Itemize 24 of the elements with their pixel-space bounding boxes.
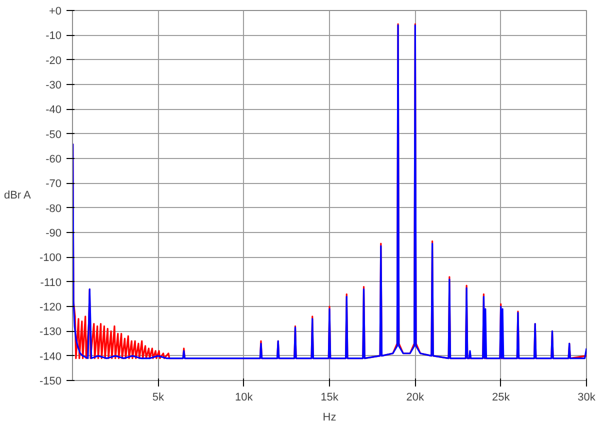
y-tick-label: -110 (40, 276, 62, 289)
y-tick-label: +0 (48, 6, 62, 18)
y-tick-label: -30 (46, 80, 62, 92)
x-tick-label: 25k (492, 392, 510, 404)
y-tick-label: -130 (39, 326, 62, 338)
x-axis-title: Hz (322, 412, 336, 424)
y-axis-title: dBr A (4, 190, 32, 202)
y-tick-label: -70 (46, 178, 62, 190)
x-tick-label: 30k (578, 392, 596, 404)
x-tick-label: 20k (406, 392, 425, 404)
y-tick-label: -90 (46, 228, 62, 240)
y-tick-label: -50 (46, 128, 62, 141)
x-tick-label: 5k (152, 392, 164, 404)
y-tick-label: -10 (46, 30, 62, 42)
y-tick-label: -150 (39, 376, 62, 388)
x-tick-label: 10k (234, 392, 254, 404)
y-tick-label: -60 (46, 154, 62, 166)
y-tick-label: -100 (39, 252, 62, 264)
y-tick-label: -120 (39, 302, 62, 314)
y-tick-label: -140 (39, 350, 62, 363)
y-tick-label: -20 (46, 54, 62, 67)
x-tick-label: 15k (320, 392, 339, 404)
y-tick-label: -40 (46, 104, 62, 116)
y-tick-label: -80 (46, 202, 62, 215)
